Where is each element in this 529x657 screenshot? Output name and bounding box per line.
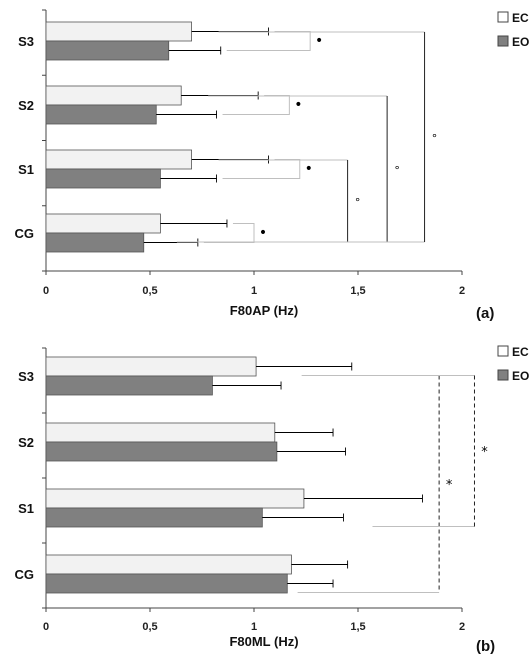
bar-ec-s3: [45, 356, 257, 377]
category-label-s3: S3: [18, 34, 34, 49]
bar-ec-cg: [45, 213, 161, 234]
bar-ec-cg: [45, 554, 292, 575]
significance-mark-s3: •: [315, 33, 323, 49]
significance-mark-s1: •: [305, 161, 313, 177]
chart-panel-b: 0 0,5 1 1,5 2 F80ML (Hz) (b) S3 S2 S1 CG * * EC EO: [15, 345, 529, 655]
category-label-cg: CG: [15, 226, 35, 241]
significance-mark-s2: •: [294, 97, 302, 113]
x-tick-label: 0: [43, 621, 49, 633]
x-axis-label: F80AP (Hz): [230, 303, 298, 318]
bar-ec-s2: [45, 422, 276, 443]
comparison-mark-s3-s1: *: [481, 445, 488, 460]
bar-eo-s1: [45, 507, 263, 528]
x-tick-label: 1,5: [350, 285, 365, 297]
category-label-s1: S1: [18, 501, 34, 516]
comparison-mark-s3-cg: °: [432, 132, 438, 145]
bar-ec-s2: [45, 85, 182, 106]
comparison-mark-s1-cg: °: [355, 196, 361, 209]
significance-bracket-s1: [222, 159, 301, 179]
chart-panel-a: 0 0,5 1 1,5 2 F80AP (Hz) (a) S3 S2 S1 CG • • • • ° ° ° EC E…: [15, 9, 529, 322]
bar-eo-s2: [45, 104, 157, 125]
bar-eo-cg: [45, 232, 145, 253]
bar-ec-s1: [45, 488, 305, 509]
legend-swatch-eo: [497, 35, 509, 47]
bar-eo-s3: [45, 40, 170, 61]
category-label-s2: S2: [18, 98, 34, 113]
bar-eo-s2: [45, 441, 278, 462]
bar-eo-cg: [45, 573, 288, 594]
comparison-mark-s2-cg: °: [394, 164, 400, 177]
category-label-s3: S3: [18, 369, 34, 384]
legend-label-ec: EC: [512, 345, 529, 359]
category-label-s1: S1: [18, 162, 34, 177]
bar-eo-s1: [45, 168, 161, 189]
x-tick-label: 1: [251, 621, 257, 633]
significance-bracket-s2: [222, 95, 290, 115]
significance-mark-cg: •: [259, 225, 267, 241]
legend-swatch-ec: [497, 345, 509, 357]
x-tick-label: 1: [251, 285, 257, 297]
legend-label-eo: EO: [512, 35, 529, 49]
x-tick-label: 0,5: [142, 621, 157, 633]
x-axis-label: F80ML (Hz): [229, 634, 298, 649]
category-label-s2: S2: [18, 435, 34, 450]
panel-label: (a): [476, 305, 494, 322]
category-label-cg: CG: [15, 567, 35, 582]
panel-label: (b): [476, 638, 495, 655]
x-tick-label: 2: [459, 621, 465, 633]
x-tick-label: 0: [43, 285, 49, 297]
x-tick-label: 2: [459, 285, 465, 297]
x-tick-label: 0,5: [142, 285, 157, 297]
significance-bracket-cg: [203, 223, 255, 243]
bar-ec-s3: [45, 21, 193, 42]
legend-swatch-eo: [497, 369, 509, 381]
bar-ec-s1: [45, 149, 193, 170]
x-tick-label: 1,5: [350, 621, 365, 633]
legend-label-eo: EO: [512, 369, 529, 383]
bar-eo-s3: [45, 375, 213, 396]
legend-swatch-ec: [497, 11, 509, 23]
comparison-mark-s3-cg: *: [446, 478, 453, 493]
legend-label-ec: EC: [512, 11, 529, 25]
